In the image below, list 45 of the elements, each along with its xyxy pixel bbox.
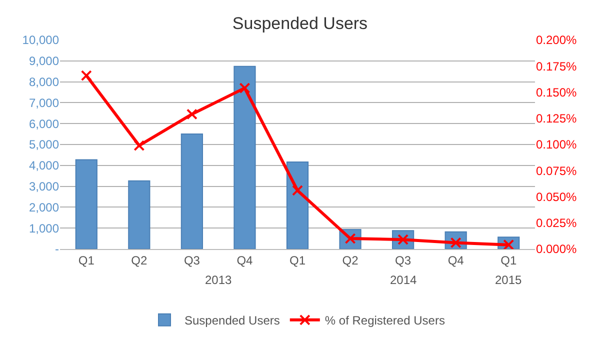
y-tick-label: 4,000	[28, 158, 60, 173]
bar	[180, 134, 203, 249]
x-tick-label: Q1	[500, 253, 517, 268]
bar	[234, 66, 256, 249]
y2-tick-label: 0.050%	[536, 190, 578, 204]
point	[292, 184, 303, 196]
y-tick-label: 8,000	[28, 75, 60, 89]
y2-tick-label: 0.125%	[536, 112, 578, 126]
point	[186, 108, 198, 120]
point	[239, 82, 250, 94]
y2-tick-label: 0.100%	[536, 138, 578, 152]
bar	[75, 159, 98, 249]
x-tick-label: Q4	[236, 253, 254, 268]
y2-tick-label: 0.200%	[536, 33, 578, 48]
x-tick-label: Q1	[78, 253, 95, 268]
text: 2014	[390, 273, 418, 287]
x-tick-label: Q1	[289, 253, 306, 268]
y2-tick-label: 0.150%	[536, 85, 578, 100]
y-tick-label: -	[55, 242, 59, 256]
y-tick-label: 2,000	[28, 200, 60, 214]
y-tick-label: 3,000	[28, 180, 60, 194]
y2-tick-label: 0.175%	[536, 59, 578, 74]
legend-label: % of Registered Users	[324, 314, 445, 328]
y2-tick-label: 0.075%	[536, 164, 578, 178]
point	[134, 140, 145, 152]
x-tick-label: Q3	[395, 253, 412, 268]
y2-tick-label: 0.000%	[536, 242, 578, 256]
y-tick-label: 7,000	[28, 96, 60, 110]
bar	[128, 180, 150, 249]
y-tick-label: 10,000	[22, 33, 60, 48]
text: 2013	[205, 273, 232, 287]
x-tick-label: Q2	[342, 253, 359, 268]
y-tick-label: 1,000	[28, 221, 60, 236]
y-tick-label: 6,000	[28, 116, 60, 131]
y-tick-label: 5,000	[28, 138, 60, 152]
bar	[286, 162, 309, 249]
legend-label: Suspended Users	[184, 314, 280, 328]
x-tick-label: Q4	[448, 253, 464, 268]
y-tick-label: 9,000	[28, 54, 60, 68]
point	[80, 70, 92, 82]
x-tick-label: Q2	[131, 253, 148, 268]
text: 2015	[495, 273, 522, 287]
chart-title: Suspended Users	[232, 14, 368, 34]
x-tick-label: Q3	[184, 253, 200, 268]
y2-tick-label: 0.025%	[536, 216, 578, 230]
